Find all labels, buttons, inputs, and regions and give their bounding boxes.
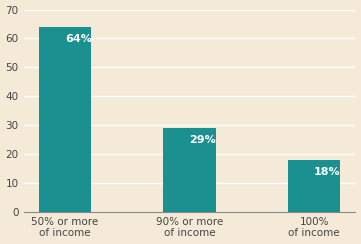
Bar bbox=[39, 27, 91, 212]
Bar bbox=[288, 160, 340, 212]
Text: 29%: 29% bbox=[190, 135, 216, 145]
Bar bbox=[163, 128, 216, 212]
Text: 18%: 18% bbox=[314, 167, 341, 177]
Text: 64%: 64% bbox=[65, 34, 92, 44]
